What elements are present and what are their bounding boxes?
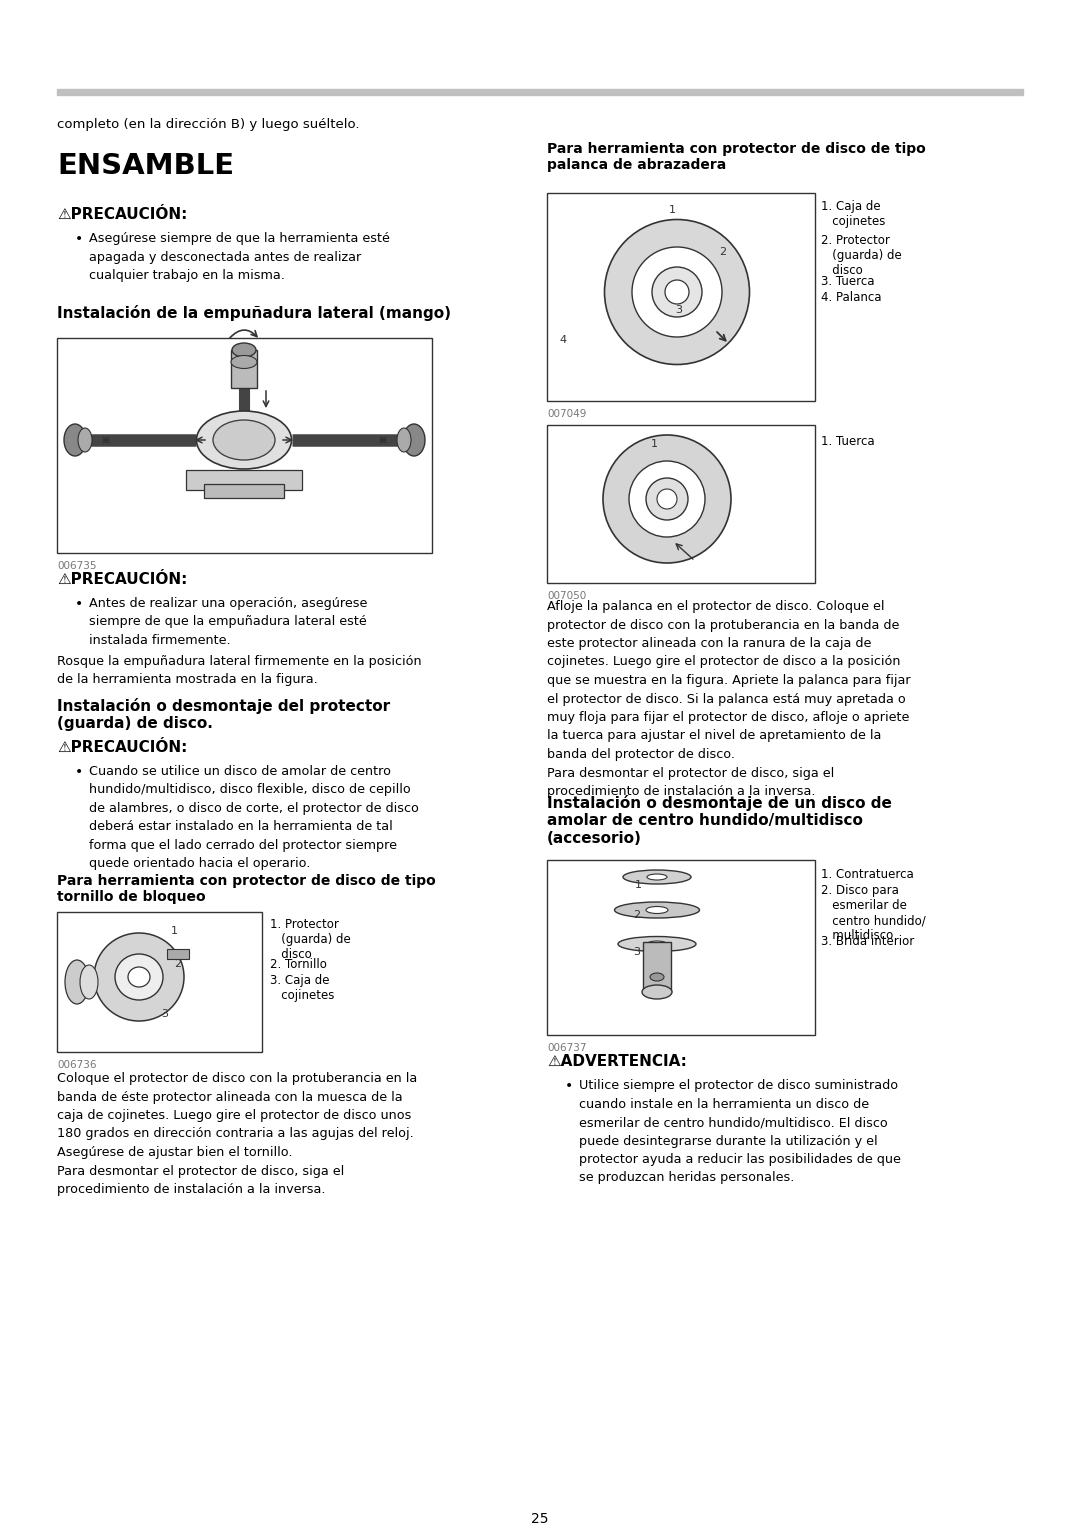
Ellipse shape [78, 428, 92, 452]
Text: 3: 3 [161, 1009, 168, 1019]
Text: Para herramienta con protector de disco de tipo
palanca de abrazadera: Para herramienta con protector de disco … [546, 143, 926, 172]
Ellipse shape [665, 281, 689, 304]
Ellipse shape [80, 964, 98, 1000]
Text: 1: 1 [669, 205, 676, 215]
Ellipse shape [231, 356, 257, 368]
Text: 3. Brida interior: 3. Brida interior [821, 935, 915, 947]
Text: •: • [75, 231, 83, 245]
Ellipse shape [647, 941, 667, 947]
Text: •: • [565, 1079, 573, 1093]
Text: ⚠ADVERTENCIA:: ⚠ADVERTENCIA: [546, 1055, 687, 1069]
Text: Asegúrese siempre de que la herramienta esté
apagada y desconectada antes de rea: Asegúrese siempre de que la herramienta … [89, 231, 390, 282]
Text: 006735: 006735 [57, 561, 96, 570]
Text: 25: 25 [531, 1512, 549, 1525]
Text: ⚠PRECAUCIÓN:: ⚠PRECAUCIÓN: [57, 207, 187, 222]
Text: 4: 4 [559, 336, 566, 345]
Text: 007049: 007049 [546, 409, 586, 419]
Ellipse shape [65, 960, 89, 1004]
Text: 1: 1 [635, 880, 642, 891]
Bar [186, 471, 302, 491]
Text: 2. Disco para
   esmerilar de
   centro hundido/
   multidisco: 2. Disco para esmerilar de centro hundid… [821, 885, 926, 941]
Ellipse shape [646, 478, 688, 520]
Text: Antes de realizar una operación, asegúrese
siempre de que la empuñadura lateral : Antes de realizar una operación, asegúre… [89, 596, 367, 647]
Ellipse shape [213, 420, 275, 460]
Bar [546, 860, 815, 1035]
Text: 1: 1 [651, 438, 658, 449]
Ellipse shape [114, 954, 163, 1000]
Text: 3: 3 [633, 947, 640, 957]
Text: 1. Caja de
   cojinetes: 1. Caja de cojinetes [821, 199, 886, 228]
Text: Instalación de la empuñadura lateral (mango): Instalación de la empuñadura lateral (ma… [57, 305, 451, 320]
Text: Instalación o desmontaje del protector
(guarda) de disco.: Instalación o desmontaje del protector (… [57, 698, 390, 731]
Text: Afloje la palanca en el protector de disco. Coloque el
protector de disco con la: Afloje la palanca en el protector de dis… [546, 599, 910, 799]
Ellipse shape [403, 425, 426, 455]
Bar [57, 912, 262, 1052]
Text: ⚠PRECAUCIÓN:: ⚠PRECAUCIÓN: [57, 572, 187, 587]
Text: ⚠PRECAUCIÓN:: ⚠PRECAUCIÓN: [57, 740, 187, 756]
Text: 006736: 006736 [57, 1059, 96, 1070]
Text: Rosque la empuñadura lateral firmemente en la posición
de la herramienta mostrad: Rosque la empuñadura lateral firmemente … [57, 655, 421, 687]
Ellipse shape [632, 247, 723, 337]
Text: 3: 3 [675, 305, 681, 314]
Text: 1: 1 [171, 926, 178, 937]
Bar [231, 350, 257, 388]
Ellipse shape [397, 428, 411, 452]
Ellipse shape [629, 461, 705, 537]
Ellipse shape [129, 967, 150, 987]
Text: 2: 2 [633, 911, 640, 920]
Text: 006737: 006737 [546, 1042, 586, 1053]
Bar [204, 484, 284, 498]
Text: 2. Protector
   (guarda) de
   disco: 2. Protector (guarda) de disco [821, 235, 902, 277]
Ellipse shape [615, 901, 700, 918]
Ellipse shape [232, 343, 256, 357]
Text: 4. Palanca: 4. Palanca [821, 291, 881, 304]
Text: 3. Tuerca: 3. Tuerca [821, 274, 875, 288]
Bar [57, 89, 1023, 95]
Text: Coloque el protector de disco con la protuberancia en la
banda de éste protector: Coloque el protector de disco con la pro… [57, 1072, 417, 1196]
Text: 1. Contratuerca: 1. Contratuerca [821, 868, 914, 881]
Ellipse shape [657, 489, 677, 509]
Ellipse shape [650, 973, 664, 981]
Ellipse shape [618, 937, 696, 952]
Ellipse shape [94, 934, 184, 1021]
Text: Instalación o desmontaje de un disco de
amolar de centro hundido/multidisco
(acc: Instalación o desmontaje de un disco de … [546, 796, 892, 846]
Ellipse shape [623, 871, 691, 885]
Text: 2: 2 [174, 960, 181, 969]
Ellipse shape [603, 435, 731, 563]
Text: completo (en la dirección B) y luego suéltelo.: completo (en la dirección B) y luego sué… [57, 118, 360, 130]
Text: 1. Tuerca: 1. Tuerca [821, 435, 875, 448]
Text: •: • [75, 596, 83, 612]
Bar [546, 425, 815, 583]
Text: 2. Tornillo: 2. Tornillo [270, 958, 327, 970]
Ellipse shape [642, 986, 672, 1000]
Ellipse shape [652, 267, 702, 317]
Ellipse shape [197, 411, 292, 469]
Bar [546, 193, 815, 402]
Text: Cuando se utilice un disco de amolar de centro
hundido/multidisco, disco flexibl: Cuando se utilice un disco de amolar de … [89, 765, 419, 871]
Text: 2: 2 [719, 247, 726, 258]
Text: Para herramienta con protector de disco de tipo
tornillo de bloqueo: Para herramienta con protector de disco … [57, 874, 435, 904]
Ellipse shape [647, 874, 667, 880]
Bar [57, 337, 432, 553]
Ellipse shape [605, 219, 750, 365]
Text: Utilice siempre el protector de disco suministrado
cuando instale en la herramie: Utilice siempre el protector de disco su… [579, 1079, 901, 1185]
Text: ENSAMBLE: ENSAMBLE [57, 152, 234, 179]
Text: 3. Caja de
   cojinetes: 3. Caja de cojinetes [270, 973, 335, 1003]
Text: 1. Protector
   (guarda) de
   disco: 1. Protector (guarda) de disco [270, 918, 351, 961]
Text: 007050: 007050 [546, 592, 586, 601]
Bar [167, 949, 189, 960]
Ellipse shape [646, 906, 669, 914]
Text: •: • [75, 765, 83, 779]
Bar [643, 941, 671, 992]
Ellipse shape [64, 425, 86, 455]
